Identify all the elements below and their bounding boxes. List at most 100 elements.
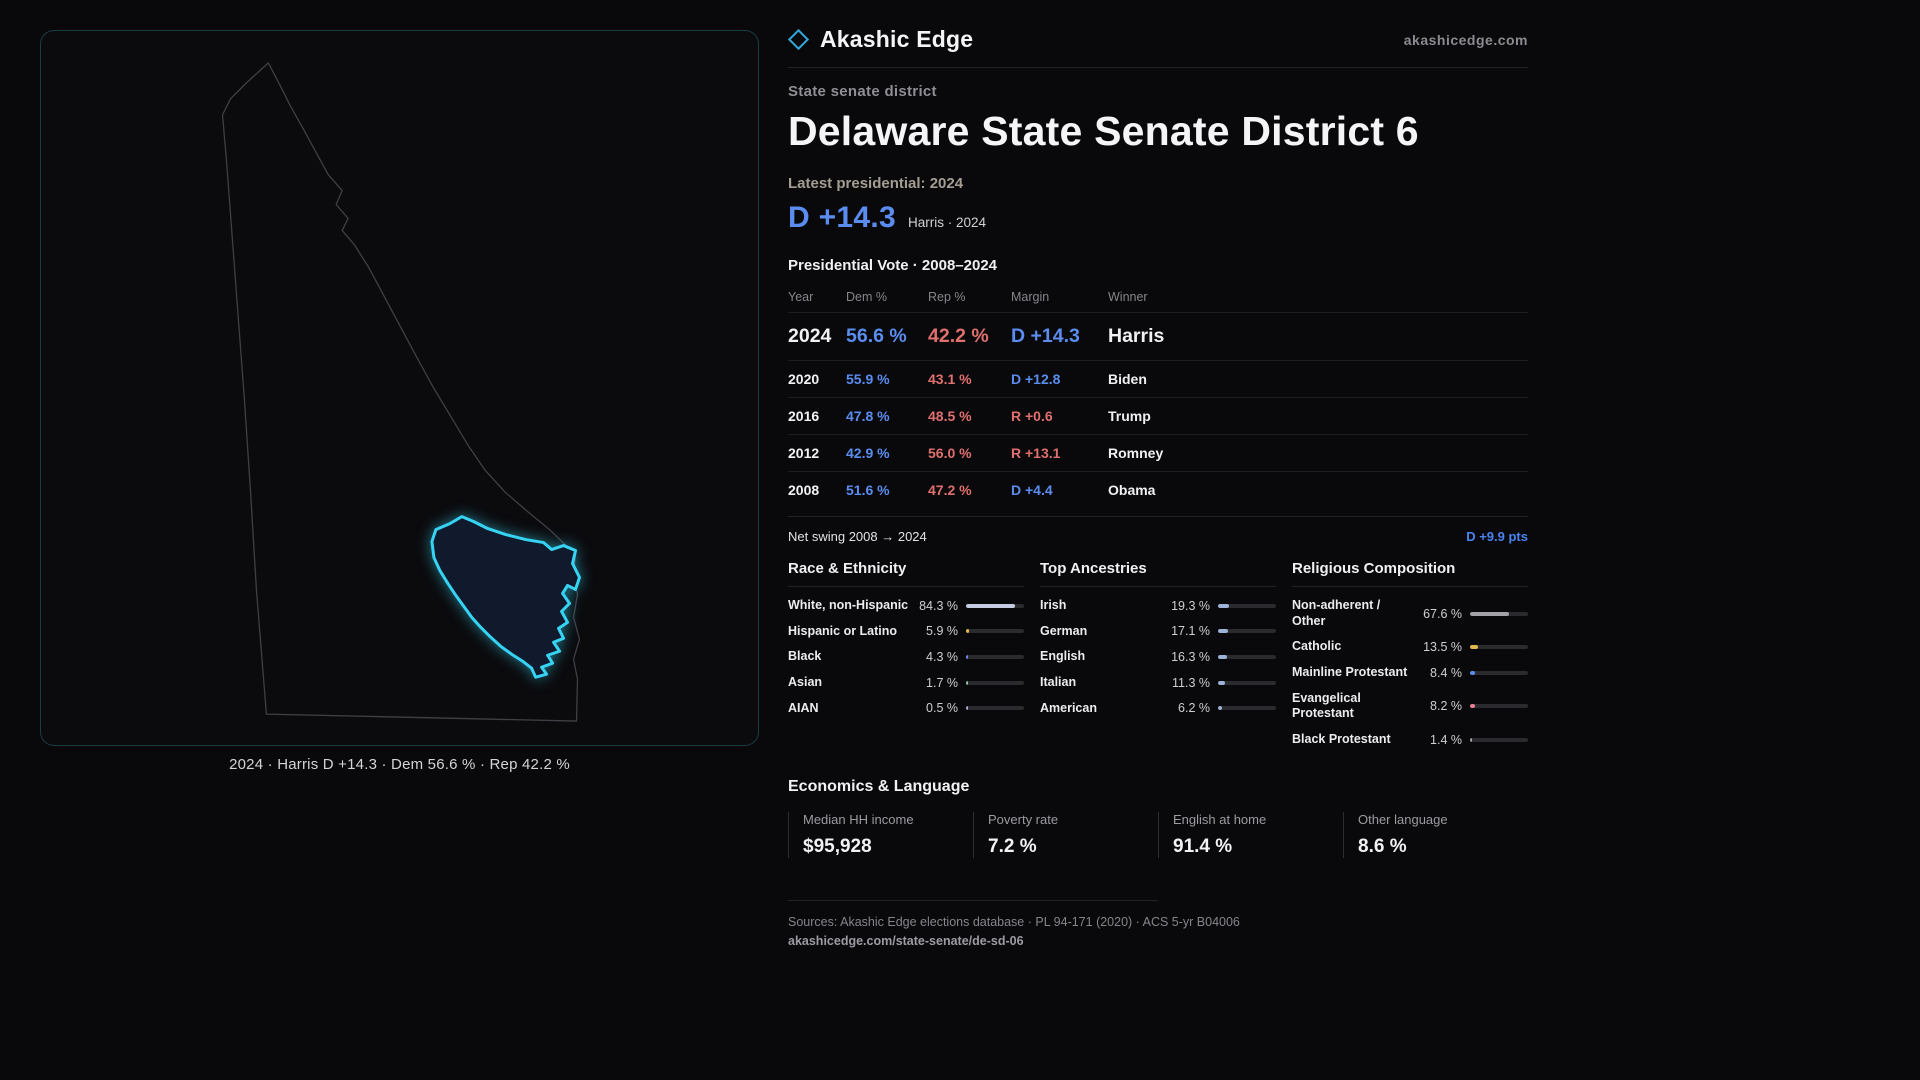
demo-bar-track [1470, 704, 1528, 709]
demo-value: 1.7 % [926, 675, 958, 690]
vote-row-2012: 2012 42.9 % 56.0 % R +13.1 Romney [788, 434, 1528, 471]
vote-cell-dem: 42.9 % [846, 445, 890, 461]
demo-bar-fill [1218, 655, 1228, 660]
col-winner: Winner [1108, 290, 1148, 304]
econ-stat-value: $95,928 [803, 836, 872, 858]
demo-value: 84.3 % [919, 598, 958, 613]
col-rep: Rep % [928, 290, 966, 304]
demo-bar-fill [1470, 611, 1510, 616]
state-outline-path [221, 62, 581, 722]
demo-row: Mainline Protestant 8.4 % [1292, 660, 1528, 686]
district-kicker: State senate district [788, 83, 937, 100]
demo-row: Black 4.3 % [788, 644, 1024, 670]
district-map-panel [40, 30, 759, 746]
vote-cell-year: 2008 [788, 482, 820, 498]
vote-cell-rep: 43.1 % [928, 371, 972, 387]
vote-table-body: 2024 56.6 % 42.2 % D +14.3 Harris 2020 55.9 % 4… [788, 312, 1528, 508]
demo-row: Evangelical Protestant 8.2 % [1292, 686, 1528, 727]
demo-label: Black Protestant [1292, 731, 1391, 746]
demo-bar-track [1470, 737, 1528, 742]
footer-divider [788, 900, 1158, 902]
demo-value: 4.3 % [926, 650, 958, 665]
vote-cell-winner: Romney [1108, 445, 1164, 461]
vote-cell-winner: Obama [1108, 482, 1156, 498]
demo-bar-track [1470, 611, 1528, 616]
demo-bar-fill [1470, 670, 1475, 675]
demo-bar-track [1218, 655, 1276, 660]
demo-value: 5.9 % [926, 624, 958, 639]
demo-label: Irish [1040, 598, 1067, 612]
vote-cell-year: 2012 [788, 445, 820, 461]
demo-bar-track [1218, 603, 1276, 608]
delaware-map [221, 62, 581, 722]
demo-column: Religious Composition Non-adherent / Othe… [1292, 560, 1528, 752]
demo-bar-track [1218, 629, 1276, 634]
demo-label: Catholic [1292, 639, 1342, 654]
vote-cell-rep: 42.2 % [928, 325, 989, 347]
demo-bar-fill [1218, 680, 1225, 685]
demo-bar-track [966, 603, 1024, 608]
vote-cell-rep: 56.0 % [928, 445, 972, 461]
vote-row-2020: 2020 55.9 % 43.1 % D +12.8 Biden [788, 360, 1528, 397]
economics-title: Economics & Language [788, 778, 970, 796]
demo-column: Race & Ethnicity White, non-Hispanic 84.3 … [788, 560, 1024, 752]
demo-value: 0.5 % [926, 701, 958, 716]
demo-row: Asian 1.7 % [788, 670, 1024, 696]
econ-stat: Median HH income $95,928 [788, 812, 973, 859]
vote-row-2016: 2016 47.8 % 48.5 % R +0.6 Trump [788, 397, 1528, 434]
vote-cell-dem: 56.6 % [846, 325, 907, 347]
vote-cell-year: 2024 [788, 325, 832, 347]
demo-column: Top Ancestries Irish 19.3 % German 17.1 % Eng… [1040, 560, 1276, 752]
demo-label: Mainline Protestant [1292, 664, 1408, 679]
vote-cell-rep: 48.5 % [928, 408, 972, 424]
demo-label: Hispanic or Latino [788, 623, 898, 638]
demo-row: AIAN 0.5 % [788, 696, 1024, 722]
demo-bar-fill [966, 680, 968, 685]
vote-cell-year: 2020 [788, 371, 820, 387]
demo-bar-track [966, 629, 1024, 634]
demo-value: 8.4 % [1430, 665, 1462, 680]
econ-stat-label: Median HH income [803, 812, 914, 828]
demo-bar-track [1470, 670, 1528, 675]
footer-permalink[interactable]: akashicedge.com/state-senate/de-sd-06 [788, 934, 1024, 949]
vote-table-header: Year Dem % Rep % Margin Winner [788, 282, 1528, 312]
demo-row: Hispanic or Latino 5.9 % [788, 619, 1024, 645]
demo-value: 8.2 % [1430, 699, 1462, 714]
econ-stat: Poverty rate 7.2 % [973, 812, 1158, 859]
demo-label: Italian [1040, 674, 1077, 689]
demo-label: Black [788, 649, 822, 664]
demo-row: Italian 11.3 % [1040, 670, 1276, 696]
demo-value: 17.1 % [1171, 624, 1210, 639]
vote-cell-dem: 51.6 % [846, 482, 890, 498]
demo-label: English [1040, 649, 1086, 664]
demo-bar-track [1218, 706, 1276, 711]
demo-bar-fill [966, 629, 970, 634]
demo-value: 67.6 % [1423, 606, 1462, 621]
info-column: Akashic Edge akashicedge.com State senat… [787, 26, 1528, 949]
econ-stat-label: Poverty rate [988, 812, 1059, 828]
vote-row-2008: 2008 51.6 % 47.2 % D +4.4 Obama [788, 471, 1528, 508]
demo-bar-fill [1218, 603, 1230, 608]
demo-label: AIAN [788, 700, 819, 715]
brand-site-link[interactable]: akashicedge.com [1403, 31, 1528, 48]
brand-name: Akashic Edge [820, 26, 974, 52]
district-6-shape[interactable] [430, 515, 581, 679]
headline-detail: Harris · 2024 [908, 215, 987, 230]
demo-column-title: Top Ancestries [1040, 560, 1276, 587]
demo-value: 6.2 % [1178, 701, 1210, 716]
demo-bar-fill [1470, 645, 1478, 650]
econ-stat: English at home 91.4 % [1158, 812, 1343, 859]
demo-label: Asian [788, 674, 823, 689]
demo-bar-track [966, 706, 1024, 711]
demo-bar-track [1470, 645, 1528, 650]
page-title: Delaware State Senate District 6 [788, 108, 1419, 154]
econ-stats: Median HH income $95,928 Poverty rate 7.2 %… [788, 812, 1528, 859]
diamond-icon [787, 28, 810, 51]
vote-row-2024: 2024 56.6 % 42.2 % D +14.3 Harris [788, 312, 1528, 360]
col-dem: Dem % [846, 290, 887, 304]
demo-bar-track [966, 655, 1024, 660]
demo-column-title: Religious Composition [1292, 560, 1528, 587]
vote-cell-dem: 47.8 % [846, 408, 890, 424]
vote-cell-margin: D +12.8 [1011, 371, 1061, 387]
econ-stat: Other language 8.6 % [1343, 812, 1528, 859]
